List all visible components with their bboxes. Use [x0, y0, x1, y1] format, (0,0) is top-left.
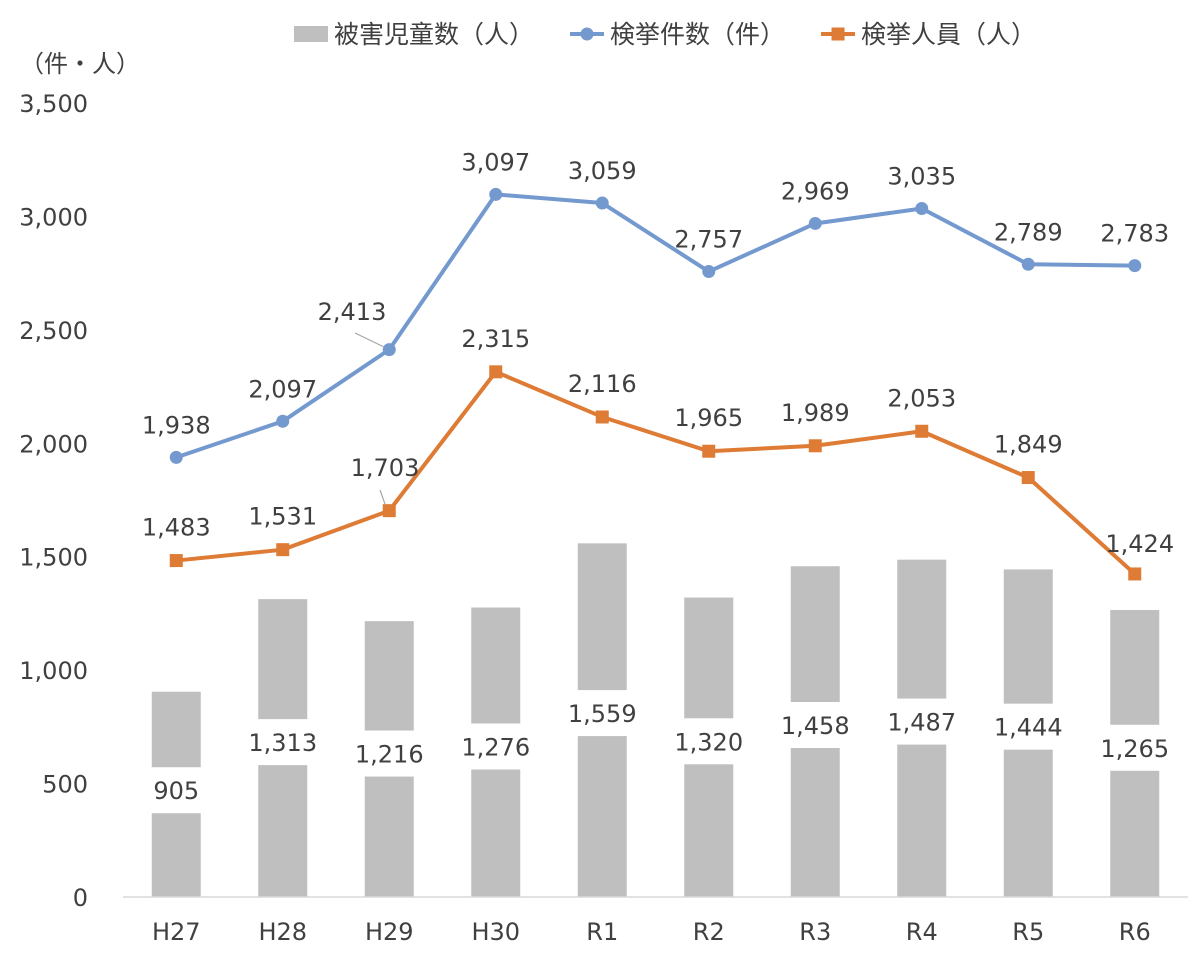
point-cases [915, 201, 929, 215]
bar-data-label: 1,444 [994, 714, 1063, 742]
point-arrests [595, 410, 609, 424]
bar-data-label: 905 [153, 777, 199, 805]
cases-data-label: 1,938 [142, 411, 211, 439]
point-cases [595, 196, 609, 210]
bar-label-bg [1002, 703, 1054, 750]
bar-label-bg [257, 719, 309, 766]
legend-label: 検挙件数（件） [610, 20, 785, 49]
y-tick-label: 3,000 [19, 203, 88, 231]
x-tick-label: R6 [1119, 918, 1151, 946]
y-tick-label: 2,000 [19, 430, 88, 458]
y-tick-label: 500 [42, 771, 88, 799]
y-tick-label: 3,500 [19, 90, 88, 118]
legend-marker-square [831, 27, 845, 41]
y-unit-label: （件・人） [20, 50, 140, 78]
point-arrests [382, 504, 396, 518]
cases-data-label: 3,059 [568, 157, 637, 185]
point-cases [489, 187, 503, 201]
point-cases [169, 450, 183, 464]
bar-data-label: 1,265 [1100, 735, 1169, 763]
bar-data-label: 1,276 [461, 733, 530, 761]
line-cases [174, 192, 1137, 460]
x-tick-label: R4 [906, 918, 938, 946]
bar-data-label: 1,320 [674, 728, 743, 756]
legend-marker-circle [580, 27, 594, 41]
bar-label-bg [470, 723, 522, 770]
point-arrests [702, 444, 716, 458]
y-tick-label: 1,500 [19, 544, 88, 572]
x-tick-label: R3 [799, 918, 831, 946]
arrests-data-label: 2,116 [568, 370, 637, 398]
cases-data-label: 2,783 [1100, 220, 1169, 248]
cases-data-label: 3,097 [461, 148, 530, 176]
point-arrests [1021, 471, 1035, 485]
point-cases [1021, 257, 1035, 271]
bar-label-bg [363, 730, 415, 777]
point-arrests [1128, 567, 1142, 581]
point-cases [702, 265, 716, 279]
bar-data-label: 1,487 [887, 709, 956, 737]
x-tick-label: H30 [471, 918, 520, 946]
cases-data-label: 2,789 [994, 218, 1063, 246]
point-arrests [915, 424, 929, 438]
arrests-data-label: 1,965 [674, 404, 743, 432]
legend-label: 検挙人員（人） [861, 20, 1036, 49]
legend-label: 被害児童数（人） [334, 20, 534, 49]
cases-data-label: 2,969 [781, 177, 850, 205]
leader-line [354, 332, 384, 348]
bar-data-label: 1,313 [248, 729, 317, 757]
point-cases [808, 216, 822, 230]
bar-data-label: 1,559 [568, 700, 637, 728]
y-tick-label: 2,500 [19, 317, 88, 345]
arrests-data-label: 2,053 [887, 384, 956, 412]
arrests-data-label: 2,315 [461, 325, 530, 353]
y-tick-label: 0 [73, 884, 88, 912]
point-arrests [169, 554, 183, 568]
arrests-data-label: 1,483 [142, 514, 211, 542]
point-cases [382, 343, 396, 357]
x-tick-label: R1 [586, 918, 618, 946]
point-arrests [489, 365, 503, 379]
bar-label-bg [1109, 724, 1161, 771]
bar-data-label: 1,458 [781, 712, 850, 740]
axis-layer: 0 500 1,000 1,500 2,000 2,500 3,000 3,500 H27 H28… [19, 90, 1188, 946]
x-tick-label: H27 [152, 918, 201, 946]
leader-line [379, 489, 386, 505]
x-tick-label: H29 [365, 918, 414, 946]
x-tick-label: R2 [693, 918, 725, 946]
line-arrests [174, 369, 1137, 576]
cases-data-label: 2,413 [318, 298, 387, 326]
point-arrests [808, 439, 822, 453]
cases-data-label: 2,097 [248, 375, 317, 403]
bar-label-bg [576, 690, 628, 737]
arrests-data-label: 1,703 [351, 454, 420, 482]
arrests-data-label: 1,849 [994, 431, 1063, 459]
point-arrests [276, 543, 290, 557]
lines-layer [169, 187, 1142, 581]
point-cases [276, 414, 290, 428]
cases-data-label: 2,757 [674, 226, 743, 254]
point-cases [1128, 259, 1142, 273]
x-tick-label: H28 [258, 918, 307, 946]
cases-data-label: 3,035 [887, 162, 956, 190]
arrests-data-label: 1,424 [1105, 530, 1174, 558]
bar-data-label: 1,216 [355, 741, 424, 769]
bar-label-bg [896, 698, 948, 745]
arrests-data-label: 1,989 [781, 399, 850, 427]
bar-label-bg [789, 702, 841, 749]
bar-label-bg [150, 767, 202, 814]
bar-label-bg [683, 718, 735, 765]
x-tick-label: R5 [1012, 918, 1044, 946]
legend: 被害児童数（人） 検挙件数（件） 検挙人員（人） [294, 20, 1036, 49]
legend-swatch-victims [294, 26, 328, 42]
y-tick-label: 1,000 [19, 657, 88, 685]
labels-layer: 905 1,313 1,216 1,276 1,559 1,320 1,458 1,487 1,… [142, 148, 1174, 814]
arrests-data-label: 1,531 [248, 503, 317, 531]
